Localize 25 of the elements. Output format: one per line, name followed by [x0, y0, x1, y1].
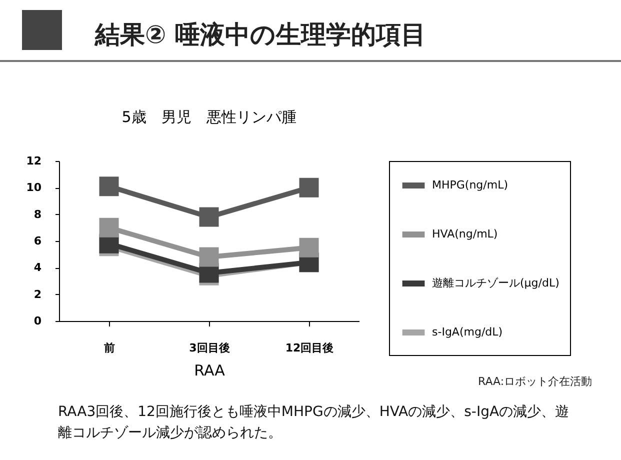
point [199, 207, 219, 227]
y-tick-label: 6 [34, 234, 42, 248]
y-tick-label: 4 [34, 261, 42, 274]
y-tick-label: 8 [34, 208, 42, 221]
x-tick-label: 3回目後 [189, 342, 230, 354]
y-tick-label: 2 [34, 288, 42, 301]
point [299, 178, 319, 198]
legend-label: MHPG(ng/mL) [432, 178, 508, 192]
y-tick-label: 0 [34, 314, 42, 328]
legend-label: 遊離コルチゾール(μg/dL) [432, 276, 560, 290]
x-tick-label: 前 [103, 342, 115, 354]
point [199, 247, 219, 267]
x-tick-label: 12回目後 [285, 342, 334, 354]
y-tick-label: 10 [26, 181, 42, 194]
chart-subtitle: 5歳 男児 悪性リンパ腫 [122, 108, 296, 126]
legend-label: HVA(ng/mL) [432, 228, 498, 240]
legend-label: s-IgA(mg/dL) [432, 326, 503, 338]
point [99, 218, 119, 238]
chart-title: 結果② 唾液中の生理学的項目 [95, 19, 426, 51]
text: RAA:ロボット介在活動 [478, 374, 592, 389]
y-tick-label: 12 [26, 154, 42, 168]
point [99, 176, 119, 196]
point [299, 238, 319, 258]
x-axis-title: RAA [194, 362, 226, 380]
text: RAA3回後、12回施行後とも唾液中MHPGの減少、HVAの減少、s-IgAの減少、遊離コルチゾール減少が認められた。 [58, 403, 570, 443]
